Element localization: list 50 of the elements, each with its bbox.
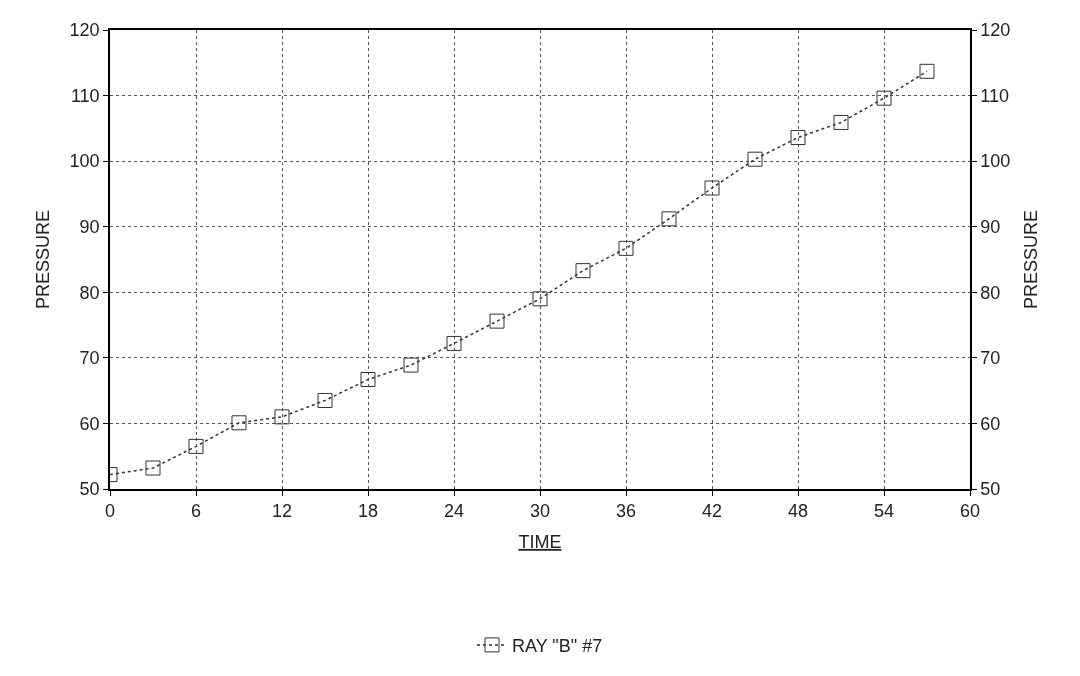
point bbox=[274, 409, 290, 425]
point bbox=[833, 114, 849, 130]
point bbox=[661, 211, 677, 227]
x-tick-label: 6 bbox=[190, 501, 202, 522]
point bbox=[145, 460, 161, 476]
y2-tick-label: 70 bbox=[980, 348, 1001, 369]
x-tick-label: 0 bbox=[104, 501, 116, 522]
y-tick-label: 60 bbox=[79, 413, 100, 434]
y2-tick-label: 80 bbox=[980, 282, 1001, 303]
x-tick-label: 60 bbox=[959, 501, 981, 522]
x-tick-label: 48 bbox=[787, 501, 809, 522]
x-tick-label: 24 bbox=[443, 501, 465, 522]
x-tick-label: 42 bbox=[701, 501, 723, 522]
y2-tick-label: 100 bbox=[980, 151, 1011, 172]
point bbox=[704, 180, 720, 196]
point bbox=[575, 263, 591, 279]
point bbox=[532, 291, 548, 307]
point bbox=[919, 63, 935, 79]
x-tick-label: 18 bbox=[357, 501, 379, 522]
x-tick-label: 36 bbox=[615, 501, 637, 522]
x-tick-label: 30 bbox=[529, 501, 551, 522]
point bbox=[231, 415, 247, 431]
point bbox=[360, 372, 376, 387]
y-tick-label: 100 bbox=[69, 151, 100, 172]
point bbox=[317, 392, 333, 408]
y2-tick-label: 50 bbox=[980, 479, 1001, 500]
x-axis-title: TIME bbox=[518, 531, 562, 552]
y-tick-label: 90 bbox=[79, 217, 100, 238]
y-tick-label: 50 bbox=[79, 479, 100, 500]
y-tick-label: 110 bbox=[70, 85, 100, 106]
point bbox=[618, 240, 634, 256]
y-tick-label: 80 bbox=[79, 282, 100, 303]
y2-tick-label: 90 bbox=[980, 217, 1001, 238]
y-tick-label: 70 bbox=[79, 348, 100, 369]
y-axis-title: PRESSURE bbox=[33, 209, 54, 310]
x-tick-label: 12 bbox=[271, 501, 293, 522]
y2-tick-label: 60 bbox=[980, 413, 1001, 434]
point bbox=[489, 313, 505, 329]
point bbox=[446, 335, 462, 351]
point bbox=[403, 357, 419, 373]
y2-tick-label: 110 bbox=[980, 85, 1010, 106]
legend-label: RAY "B" #7 bbox=[512, 635, 603, 656]
point bbox=[188, 438, 204, 454]
y2-tick-label: 120 bbox=[980, 20, 1011, 41]
point bbox=[876, 90, 892, 106]
y2-axis-title: PRESSURE bbox=[1021, 209, 1041, 310]
point bbox=[747, 151, 763, 167]
x-tick-label: 54 bbox=[873, 501, 895, 522]
y-tick-label: 120 bbox=[69, 20, 100, 41]
point bbox=[790, 130, 806, 146]
